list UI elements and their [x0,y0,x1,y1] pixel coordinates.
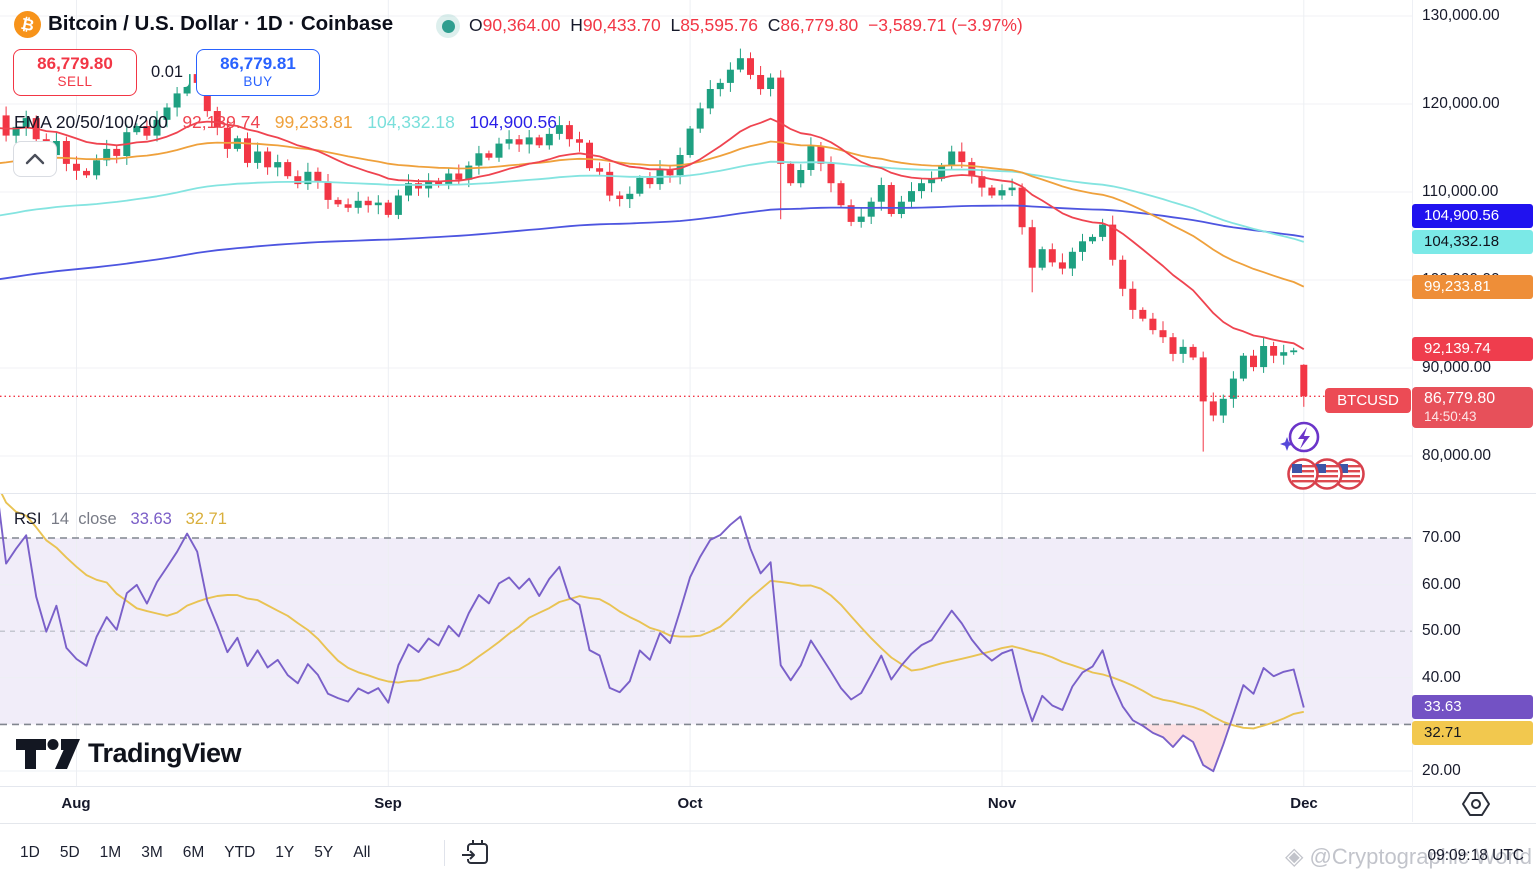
event-icons[interactable] [1272,418,1372,492]
rsi-source: close [78,510,117,528]
sell-button[interactable]: 86,779.80 SELL [13,49,137,96]
close-value: 86,779.80 [780,15,859,35]
ohlc-row: O90,364.00 H90,433.70 L85,595.76 C86,779… [469,15,1023,36]
tradingview-logo-icon [16,739,80,769]
watermark-diamond-icon: ◈ [1284,843,1304,870]
us-flag-event-icon[interactable] [1287,458,1319,490]
high-label: H [570,15,583,35]
bitcoin-glyph: ₿ [19,13,36,35]
price-chart-canvas[interactable] [0,0,1412,494]
rsi-ma-value: 32.71 [185,510,227,528]
sparkle-icon [1280,437,1294,451]
price-tick: 90,000.00 [1422,359,1491,376]
tradingview-logo[interactable]: TradingView [14,733,274,771]
ema-legend-title: EMA 20/50/100/200 [14,112,168,132]
price-tick: 110,000.00 [1422,183,1499,200]
buy-button[interactable]: 86,779.81 BUY [196,49,320,96]
change-value: −3,589.71 (−3.97%) [868,15,1023,35]
range-button-ytd[interactable]: YTD [224,844,256,861]
sell-label: SELL [57,74,93,89]
price-tick: 130,000.00 [1422,7,1500,24]
lightning-event-icon[interactable] [1288,421,1320,453]
ema-axis-label: 92,139.74 [1412,337,1533,362]
market-status-icon [436,14,460,38]
price-tick: 80,000.00 [1422,447,1491,464]
current-price-value: 86,779.80 [1424,390,1496,408]
tradingview-logo-text: TradingView [88,738,243,768]
quantity-field[interactable]: 0.01 [145,57,189,87]
low-value: 85,595.76 [680,15,759,35]
rsi-tick: 70.00 [1422,529,1461,546]
rsi-period: 14 [50,510,70,528]
rsi-tick: 40.00 [1422,668,1461,686]
settings-icon[interactable] [1461,790,1491,818]
high-value: 90,433.70 [582,15,661,35]
ema200-value: 104,900.56 [469,112,558,132]
us-flag-event-icon[interactable] [1333,458,1365,490]
low-label: L [670,15,681,35]
time-axis-divider [0,786,1536,787]
open-value: 90,364.00 [482,15,561,35]
ema-axis-label: 104,900.56 [1412,203,1533,228]
buy-label: BUY [243,74,273,89]
range-button-1d[interactable]: 1D [20,844,40,861]
sell-price: 86,779.80 [37,54,113,73]
current-price-label: 86,779.80 14:50:43 [1412,387,1533,429]
month-label-sep: Sep [374,795,402,812]
ema50-value: 99,233.81 [274,112,353,132]
ema-axis-label: 104,332.18 [1412,229,1533,254]
price-tick: 120,000.00 [1422,95,1500,112]
rsi-title: RSI [14,510,42,528]
watermark: ◈ @Cryptographic World [1285,842,1532,871]
open-label: O [469,15,483,35]
month-label-oct: Oct [677,795,703,812]
range-button-6m[interactable]: 6M [182,844,205,861]
rsi-tick: 60.00 [1422,575,1461,593]
watermark-text: @Cryptographic World [1309,844,1532,869]
symbol-title[interactable]: Bitcoin / U.S. Dollar · 1D · Coinbase [48,12,394,35]
ema-axis-label: 99,233.81 [1412,274,1533,299]
bitcoin-icon: ₿ [14,11,41,38]
rsi-tick: 50.00 [1422,622,1461,640]
bar-countdown: 14:50:43 [1424,409,1477,425]
month-label-nov: Nov [987,795,1017,812]
pane-divider[interactable] [0,493,1536,494]
rsi-chart-canvas[interactable] [0,494,1412,786]
bottom-toolbar: 1D 5D 1M 3M 6M YTD 1Y 5Y All [0,823,1536,882]
rsi-tick: 20.00 [1422,762,1461,779]
close-label: C [767,15,781,35]
range-selector: 1D 5D 1M 3M 6M YTD 1Y 5Y All [0,824,1536,882]
collapse-legend-button[interactable] [13,141,57,177]
range-button-1y[interactable]: 1Y [275,844,295,861]
rsi-axis-label: 33.63 [1412,695,1533,720]
rsi-axis-label: 32.71 [1412,721,1533,746]
go-to-date-icon[interactable] [460,838,494,870]
range-button-3m[interactable]: 3M [141,844,163,861]
rsi-legend[interactable]: RSI 14 close 33.63 32.71 [14,510,227,529]
month-label-dec: Dec [1290,795,1318,812]
range-button-5d[interactable]: 5D [59,844,80,861]
rsi-value: 33.63 [130,510,172,528]
toolbar-divider [444,840,445,866]
ema-legend[interactable]: EMA 20/50/100/200 92,139.74 99,233.81 10… [14,112,557,133]
buy-price: 86,779.81 [220,54,296,73]
range-button-1m[interactable]: 1M [99,844,122,861]
ema100-value: 104,332.18 [367,112,455,132]
ema20-value: 92,139.74 [182,112,261,132]
chevron-up-icon [25,153,45,165]
range-button-all[interactable]: All [353,844,371,861]
month-label-aug: Aug [61,795,91,812]
range-button-5y[interactable]: 5Y [314,844,334,861]
utc-clock[interactable]: 09:09:18 UTC [1427,847,1525,864]
symbol-price-tag: BTCUSD [1325,388,1411,414]
